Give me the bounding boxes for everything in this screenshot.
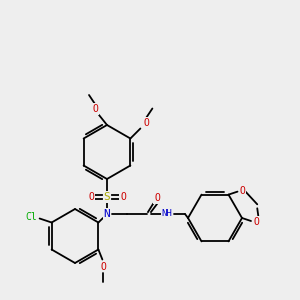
Text: O: O bbox=[92, 104, 98, 114]
Text: O: O bbox=[253, 217, 259, 227]
Text: O: O bbox=[88, 192, 94, 202]
Text: O: O bbox=[120, 192, 126, 202]
Text: O: O bbox=[143, 118, 149, 128]
Text: O: O bbox=[154, 193, 160, 203]
Text: O: O bbox=[100, 262, 106, 272]
Text: Cl: Cl bbox=[26, 212, 38, 221]
Text: S: S bbox=[103, 192, 110, 202]
Text: O: O bbox=[240, 186, 245, 196]
Text: NH: NH bbox=[162, 209, 172, 218]
Text: N: N bbox=[103, 209, 110, 219]
